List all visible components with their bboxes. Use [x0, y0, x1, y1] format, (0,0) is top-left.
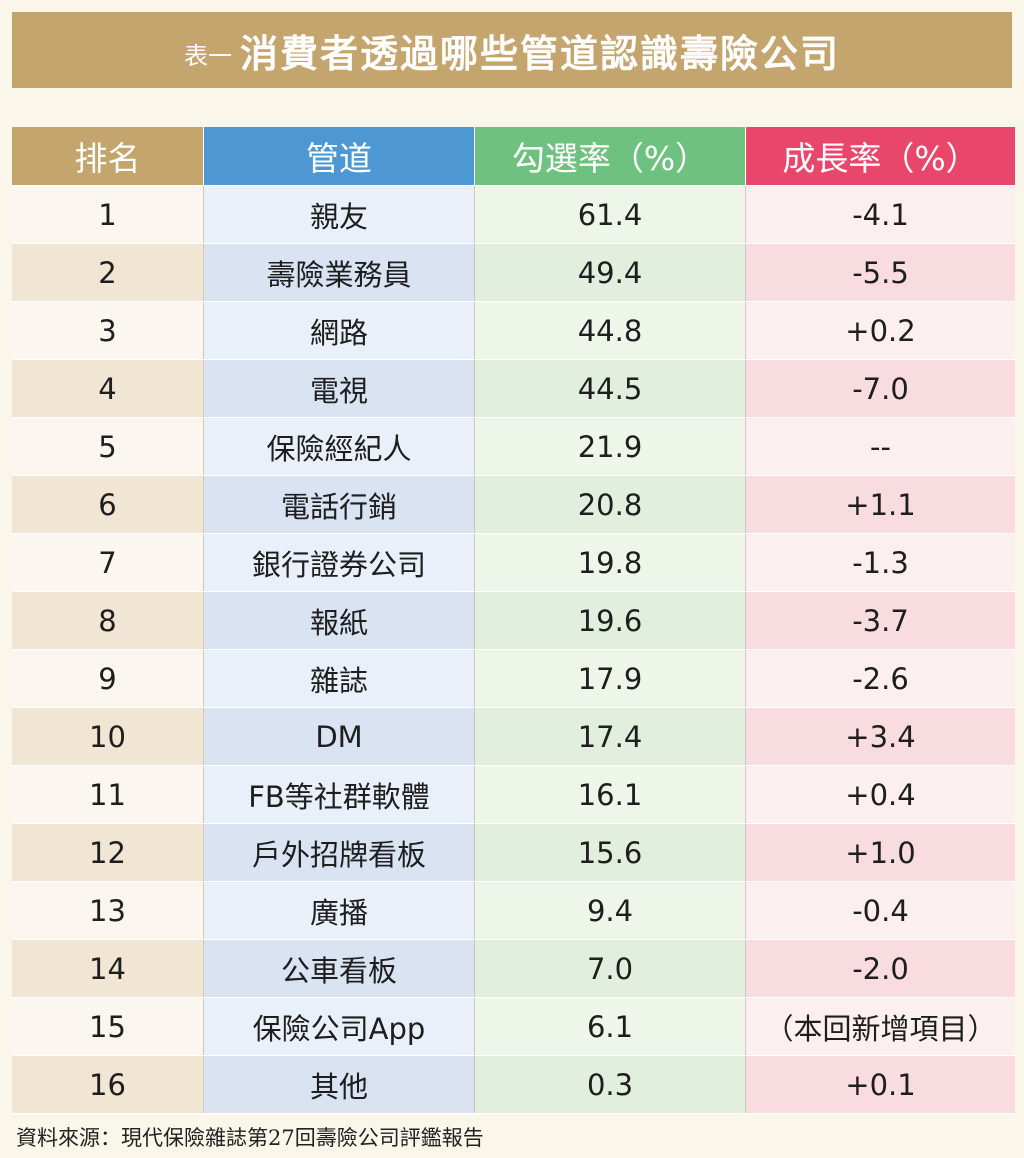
rank-cell: 16 — [12, 1055, 204, 1114]
rate-cell: 6.1 — [474, 997, 746, 1056]
rate-cell: 9.4 — [474, 881, 746, 940]
channel-cell: 網路 — [203, 301, 475, 360]
growth-cell: -- — [745, 417, 1015, 476]
rate-cell: 17.4 — [474, 707, 746, 766]
growth-cell: -2.6 — [745, 649, 1015, 708]
rate-cell: 49.4 — [474, 243, 746, 302]
rate-cell: 44.5 — [474, 359, 746, 418]
rank-cell: 14 — [12, 939, 204, 998]
channel-cell: 廣播 — [203, 881, 475, 940]
growth-cell: -1.3 — [745, 533, 1015, 592]
rate-cell: 44.8 — [474, 301, 746, 360]
page-title: 消費者透過哪些管道認識壽險公司 — [239, 31, 840, 76]
growth-cell: +0.1 — [745, 1055, 1015, 1114]
table-row: 2 壽險業務員 49.4 -5.5 — [12, 243, 1015, 302]
table-row: 14 公車看板 7.0 -2.0 — [12, 939, 1015, 998]
rate-cell: 17.9 — [474, 649, 746, 708]
rank-cell: 7 — [12, 533, 204, 592]
table-number-label: 表一 — [183, 41, 232, 70]
header-selection-rate: 勾選率（%） — [474, 127, 746, 186]
channel-cell: FB等社群軟體 — [203, 765, 475, 824]
header-channel: 管道 — [203, 127, 475, 186]
channel-cell: 其他 — [203, 1055, 475, 1114]
table-row: 7 銀行證券公司 19.8 -1.3 — [12, 533, 1015, 592]
table-row: 4 電視 44.5 -7.0 — [12, 359, 1015, 418]
rank-cell: 4 — [12, 359, 204, 418]
rate-cell: 20.8 — [474, 475, 746, 534]
rank-cell: 6 — [12, 475, 204, 534]
rank-cell: 11 — [12, 765, 204, 824]
rank-cell: 10 — [12, 707, 204, 766]
growth-cell: -3.7 — [745, 591, 1015, 650]
channel-ranking-table: 排名 管道 勾選率（%） 成長率（%） 1 親友 61.4 -4.1 2 壽險業… — [12, 127, 1015, 1114]
header-growth-rate: 成長率（%） — [745, 127, 1015, 186]
rate-cell: 7.0 — [474, 939, 746, 998]
rate-cell: 21.9 — [474, 417, 746, 476]
channel-cell: 親友 — [203, 185, 475, 244]
table-row: 9 雜誌 17.9 -2.6 — [12, 649, 1015, 708]
table-row: 13 廣播 9.4 -0.4 — [12, 881, 1015, 940]
rank-cell: 3 — [12, 301, 204, 360]
rank-cell: 5 — [12, 417, 204, 476]
rate-cell: 0.3 — [474, 1055, 746, 1114]
table-row: 16 其他 0.3 +0.1 — [12, 1055, 1015, 1114]
rate-cell: 16.1 — [474, 765, 746, 824]
header-rank: 排名 — [12, 127, 204, 186]
table-row: 5 保險經紀人 21.9 -- — [12, 417, 1015, 476]
channel-cell: 報紙 — [203, 591, 475, 650]
growth-cell: +1.0 — [745, 823, 1015, 882]
growth-cell: -4.1 — [745, 185, 1015, 244]
growth-cell: +1.1 — [745, 475, 1015, 534]
rank-cell: 12 — [12, 823, 204, 882]
channel-cell: DM — [203, 707, 475, 766]
channel-cell: 保險公司App — [203, 997, 475, 1056]
channel-cell: 雜誌 — [203, 649, 475, 708]
table-row: 3 網路 44.8 +0.2 — [12, 301, 1015, 360]
table-row: 15 保險公司App 6.1 （本回新增項目） — [12, 997, 1015, 1056]
table-row: 1 親友 61.4 -4.1 — [12, 185, 1015, 244]
rate-cell: 61.4 — [474, 185, 746, 244]
growth-cell-new-item-note: （本回新增項目） — [745, 997, 1015, 1056]
channel-cell: 電視 — [203, 359, 475, 418]
table-row: 8 報紙 19.6 -3.7 — [12, 591, 1015, 650]
channel-cell: 銀行證券公司 — [203, 533, 475, 592]
channel-cell: 壽險業務員 — [203, 243, 475, 302]
growth-cell: -2.0 — [745, 939, 1015, 998]
growth-cell: -0.4 — [745, 881, 1015, 940]
rank-cell: 13 — [12, 881, 204, 940]
channel-cell: 保險經紀人 — [203, 417, 475, 476]
channel-cell: 公車看板 — [203, 939, 475, 998]
source-note: 資料來源：現代保險雜誌第27回壽險公司評鑑報告 — [16, 1126, 484, 1150]
rank-cell: 9 — [12, 649, 204, 708]
rate-cell: 19.6 — [474, 591, 746, 650]
table-row: 6 電話行銷 20.8 +1.1 — [12, 475, 1015, 534]
rank-cell: 15 — [12, 997, 204, 1056]
growth-cell: +0.4 — [745, 765, 1015, 824]
table-row: 12 戶外招牌看板 15.6 +1.0 — [12, 823, 1015, 882]
growth-cell: -5.5 — [745, 243, 1015, 302]
growth-cell: -7.0 — [745, 359, 1015, 418]
rank-cell: 2 — [12, 243, 204, 302]
growth-cell: +3.4 — [745, 707, 1015, 766]
rank-cell: 1 — [12, 185, 204, 244]
rate-cell: 19.8 — [474, 533, 746, 592]
channel-cell: 電話行銷 — [203, 475, 475, 534]
table-header-row: 排名 管道 勾選率（%） 成長率（%） — [12, 127, 1015, 186]
table-row: 11 FB等社群軟體 16.1 +0.4 — [12, 765, 1015, 824]
title-banner: 表一 消費者透過哪些管道認識壽險公司 — [12, 12, 1012, 88]
rank-cell: 8 — [12, 591, 204, 650]
rate-cell: 15.6 — [474, 823, 746, 882]
table-row: 10 DM 17.4 +3.4 — [12, 707, 1015, 766]
growth-cell: +0.2 — [745, 301, 1015, 360]
channel-cell: 戶外招牌看板 — [203, 823, 475, 882]
